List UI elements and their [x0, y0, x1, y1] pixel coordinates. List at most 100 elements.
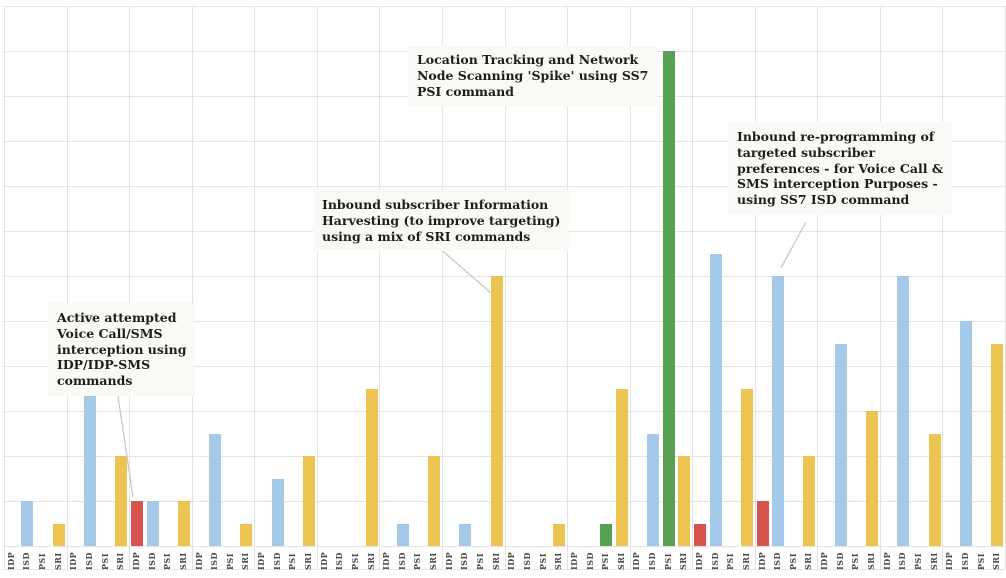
vertical-gridline — [191, 6, 193, 569]
x-tick-label: PSI — [975, 552, 986, 570]
bar-isd-p14 — [834, 343, 847, 546]
x-tick-label: PSI — [37, 552, 48, 570]
x-tick-label: IDP — [819, 551, 830, 570]
x-tick-label: ISD — [709, 552, 720, 570]
bar-isd-p15 — [897, 276, 910, 546]
x-tick-label: ISD — [897, 552, 908, 570]
x-tick-label: PSI — [412, 552, 423, 570]
x-tick-label: ISD — [772, 552, 783, 570]
x-tick-label: SRI — [866, 552, 877, 570]
x-tick-label: ISD — [396, 552, 407, 570]
x-tick-label: PSI — [475, 552, 486, 570]
x-tick-label: IDP — [5, 551, 16, 570]
x-tick-label: PSI — [662, 552, 673, 570]
x-tick-label: PSI — [787, 552, 798, 570]
x-tick-label: SRI — [553, 552, 564, 570]
x-tick-label: ISD — [647, 552, 658, 570]
x-tick-label: IDP — [631, 551, 642, 570]
vertical-gridline — [692, 6, 694, 569]
x-tick-label: IDP — [130, 551, 141, 570]
x-tick-label: PSI — [349, 552, 360, 570]
x-tick-label: IDP — [193, 551, 204, 570]
bar-isd-p3 — [146, 501, 159, 546]
vertical-gridline — [504, 6, 506, 569]
bar-sri-p9 — [553, 523, 566, 546]
bar-sri-p1 — [52, 523, 65, 546]
x-tick-label: ISD — [21, 552, 32, 570]
bar-idp-p12 — [694, 523, 706, 546]
bar-sri-p16 — [991, 343, 1004, 546]
vertical-gridline — [754, 6, 756, 569]
x-tick-label: PSI — [287, 552, 298, 570]
bar-isd-p12 — [709, 253, 722, 546]
bar-sri-p15 — [928, 433, 941, 546]
x-tick-label: IDP — [443, 551, 454, 570]
x-tick-label: ISD — [834, 552, 845, 570]
vertical-gridline — [4, 6, 5, 569]
x-tick-label: SRI — [678, 552, 689, 570]
x-tick-label: SRI — [615, 552, 626, 570]
bar-sri-p13 — [803, 456, 816, 546]
x-tick-label: IDP — [944, 551, 955, 570]
reprogramming-note: Inbound re-programming of targeted subscr… — [728, 122, 953, 215]
harvesting-note: Inbound subscriber Information Harvesting… — [313, 190, 570, 252]
interception-note: Active attempted Voice Call/SMS intercepti… — [48, 303, 196, 396]
bar-isd-p8 — [459, 523, 472, 546]
vertical-gridline — [129, 6, 131, 569]
x-tick-label: IDP — [318, 551, 329, 570]
bar-isd-p1 — [21, 501, 34, 546]
bar-isd-p16 — [959, 321, 972, 546]
x-tick-label: ISD — [334, 552, 345, 570]
x-tick-label: SRI — [740, 552, 751, 570]
x-tick-label: SRI — [177, 552, 188, 570]
x-tick-label: ISD — [84, 552, 95, 570]
x-tick-label: IDP — [568, 551, 579, 570]
bar-sri-p6 — [365, 388, 378, 546]
x-tick-label: SRI — [52, 552, 63, 570]
x-tick-label: PSI — [725, 552, 736, 570]
x-tick-label: SRI — [240, 552, 251, 570]
x-tick-label: SRI — [428, 552, 439, 570]
x-tick-label: IDP — [68, 551, 79, 570]
bar-isd-p11 — [647, 433, 660, 546]
x-tick-label: PSI — [162, 552, 173, 570]
vertical-gridline — [942, 6, 944, 569]
bar-sri-p7 — [428, 456, 441, 546]
vertical-gridline — [879, 6, 881, 569]
x-tick-label: SRI — [490, 552, 501, 570]
x-tick-label: ISD — [146, 552, 157, 570]
x-axis-bottom-border — [4, 569, 1005, 570]
bar-sri-p2 — [115, 456, 128, 546]
bar-sri-p4 — [240, 523, 253, 546]
bar-sri-p10 — [615, 388, 628, 546]
bar-psi-p11 — [662, 51, 675, 546]
vertical-gridline — [66, 6, 68, 569]
bar-sri-p8 — [490, 276, 503, 546]
vertical-gridline — [316, 6, 318, 569]
x-tick-label: SRI — [928, 552, 939, 570]
vertical-gridline — [567, 6, 569, 569]
x-tick-label: PSI — [99, 552, 110, 570]
bar-sri-p12 — [740, 388, 753, 546]
vertical-gridline — [254, 6, 256, 569]
x-tick-label: IDP — [506, 551, 517, 570]
bar-isd-p7 — [396, 523, 409, 546]
x-tick-label: SRI — [991, 552, 1002, 570]
bar-isd-p5 — [271, 478, 284, 546]
x-tick-label: PSI — [850, 552, 861, 570]
x-tick-label: SRI — [803, 552, 814, 570]
bar-psi-p10 — [600, 523, 613, 546]
x-tick-label: SRI — [365, 552, 376, 570]
x-tick-label: ISD — [459, 552, 470, 570]
vertical-gridline — [817, 6, 819, 569]
bar-sri-p11 — [678, 456, 691, 546]
x-tick-label: ISD — [271, 552, 282, 570]
vertical-gridline — [629, 6, 631, 569]
x-tick-label: IDP — [381, 551, 392, 570]
bar-isd-p4 — [209, 433, 222, 546]
bar-sri-p14 — [866, 411, 879, 546]
x-tick-label: IDP — [881, 551, 892, 570]
bar-idp-p13 — [756, 501, 769, 546]
x-tick-label: PSI — [600, 552, 611, 570]
